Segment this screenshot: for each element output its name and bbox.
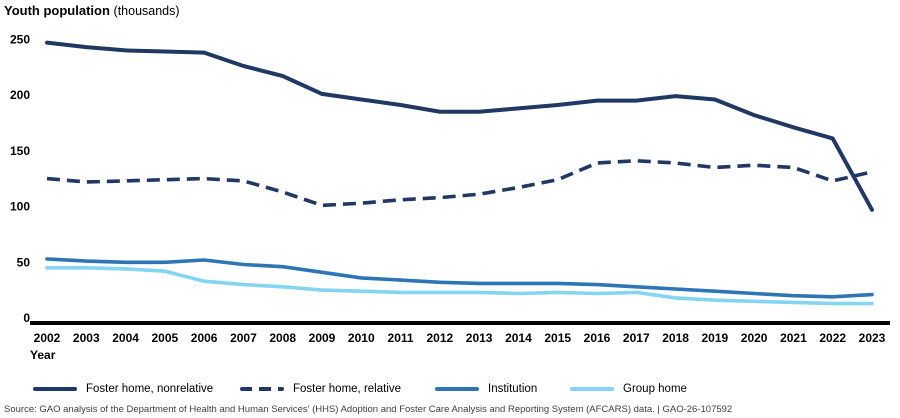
x-axis-tick: 2006 xyxy=(191,331,218,345)
series-line-institution xyxy=(45,257,874,299)
x-axis-tick: 2019 xyxy=(702,331,729,345)
legend-item-group-home: Group home xyxy=(570,382,687,396)
x-axis-tick: 2018 xyxy=(662,331,689,345)
chart-title: Youth population (thousands) xyxy=(4,3,180,18)
legend-label: Foster home, relative xyxy=(293,383,402,395)
source-note: Source: GAO analysis of the Department o… xyxy=(4,404,733,415)
y-axis-tick: 50 xyxy=(17,255,31,269)
y-axis-tick: 100 xyxy=(10,200,30,214)
legend-swatch-foster-home-nonrelative xyxy=(33,387,77,391)
x-axis-tick: 2020 xyxy=(741,331,768,345)
x-axis-tick: 2010 xyxy=(348,331,375,345)
legend-item-foster-home-relative: Foster home, relative xyxy=(240,382,401,396)
x-axis-tick: 2022 xyxy=(819,331,846,345)
legend-label: Institution xyxy=(488,383,538,395)
x-axis-tick: 2005 xyxy=(152,331,179,345)
chart-legend: Foster home, nonrelative Foster home, re… xyxy=(0,382,900,396)
legend-swatch-institution xyxy=(435,387,479,391)
x-axis-tick: 2021 xyxy=(780,331,807,345)
y-axis-tick: 250 xyxy=(10,32,30,46)
x-axis-tick: 2003 xyxy=(73,331,100,345)
x-axis-tick: 2012 xyxy=(427,331,454,345)
x-axis-tick: 2008 xyxy=(269,331,296,345)
x-axis-tick: 2004 xyxy=(112,331,139,345)
x-axis-line xyxy=(30,321,890,325)
chart-title-text: Youth population xyxy=(4,3,110,18)
legend-swatch-group-home xyxy=(570,387,614,391)
x-axis-tick: 2015 xyxy=(544,331,571,345)
chart-title-unit: (thousands) xyxy=(113,4,180,18)
series-line-foster-home-relative xyxy=(46,158,873,208)
line-chart: 0 50 100 150 200 250 2002 2003 2004 2005 2006 2007 2… xyxy=(10,32,890,345)
legend-item-foster-home-nonrelative: Foster home, nonrelative xyxy=(33,382,213,396)
y-axis-tick: 200 xyxy=(10,88,30,102)
x-axis-tick: 2013 xyxy=(466,331,493,345)
legend-label: Foster home, nonrelative xyxy=(86,383,214,395)
series-line-foster-home-nonrelative xyxy=(45,40,874,212)
x-axis-tick: 2016 xyxy=(584,331,611,345)
legend-item-institution: Institution xyxy=(435,382,537,396)
x-axis-tick: 2017 xyxy=(623,331,650,345)
legend-swatch-foster-home-relative xyxy=(240,387,284,391)
x-axis-title: Year xyxy=(30,348,56,362)
x-axis-tick: 2023 xyxy=(859,331,886,345)
x-axis-tick: 2009 xyxy=(309,331,336,345)
x-axis-tick: 2014 xyxy=(505,331,532,345)
legend-label: Group home xyxy=(623,383,687,395)
x-axis-tick: 2002 xyxy=(34,331,61,345)
y-axis-tick: 150 xyxy=(10,144,30,158)
series-line-group-home xyxy=(45,265,874,306)
y-axis-tick: 0 xyxy=(23,311,30,325)
x-axis-tick: 2011 xyxy=(388,331,414,345)
x-axis-tick: 2007 xyxy=(230,331,257,345)
